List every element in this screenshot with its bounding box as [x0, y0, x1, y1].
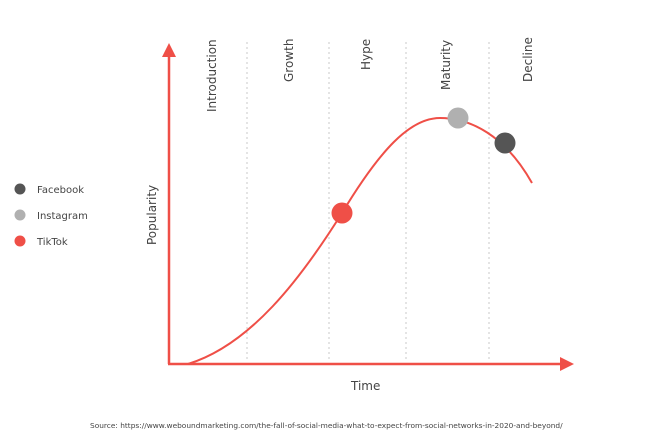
stage-label-hype: Hype: [359, 39, 373, 70]
source-caption: Source: https://www.weboundmarketing.com…: [90, 421, 563, 430]
y-axis-arrow-icon: [162, 43, 176, 57]
stage-label-growth: Growth: [282, 39, 296, 82]
legend-dot-tiktok: [14, 235, 26, 247]
legend-dot-instagram: [14, 209, 26, 221]
x-axis-label: Time: [350, 379, 380, 393]
y-axis-label: Popularity: [145, 185, 159, 245]
tiktok-marker: [331, 202, 353, 224]
facebook-marker: [494, 132, 516, 154]
legend-label-instagram: Instagram: [37, 211, 88, 222]
stage-label-introduction: Introduction: [205, 39, 219, 112]
instagram-marker: [447, 107, 469, 129]
legend-label-tiktok: TikTok: [36, 237, 68, 248]
lifecycle-curve: [187, 116, 533, 365]
x-axis-arrow-icon: [560, 357, 574, 371]
stage-label-decline: Decline: [521, 37, 535, 82]
legend: Facebook Instagram TikTok: [14, 183, 88, 248]
stage-label-maturity: Maturity: [439, 40, 453, 90]
legend-dot-facebook: [14, 183, 26, 195]
legend-label-facebook: Facebook: [37, 185, 84, 196]
